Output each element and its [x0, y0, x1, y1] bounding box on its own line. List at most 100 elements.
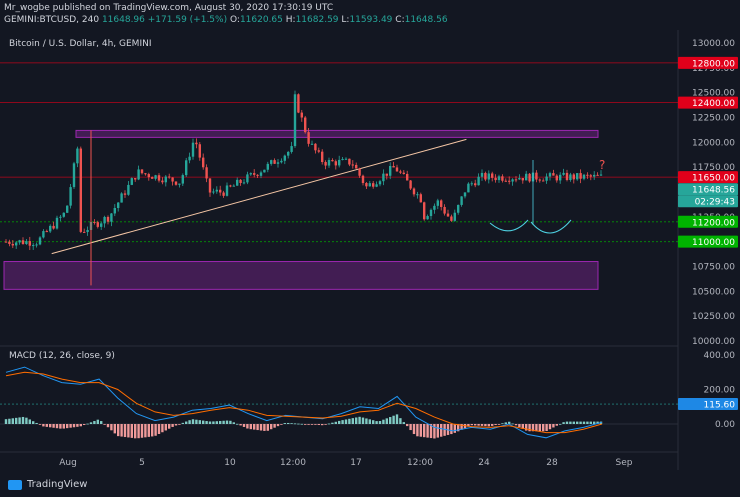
candle-body	[287, 151, 290, 156]
macd-histogram-bar	[555, 424, 558, 426]
macd-histogram-bar	[290, 423, 293, 424]
macd-histogram-bar	[123, 424, 127, 438]
macd-histogram-bar	[25, 417, 28, 424]
macd-histogram-bar	[484, 424, 487, 427]
candle-body	[514, 179, 518, 181]
publisher-line: Mr_wogbe published on TradingView.com, A…	[4, 3, 334, 13]
candle-body	[348, 158, 351, 165]
macd-histogram-bar	[531, 424, 535, 432]
candle-body	[147, 174, 150, 178]
candle-body	[368, 183, 371, 187]
macd-histogram-bar	[436, 424, 439, 438]
macd-histogram-bar	[395, 414, 399, 424]
candle-body	[297, 94, 300, 113]
candle-body	[436, 200, 439, 206]
candle-body	[242, 182, 246, 184]
macd-histogram-bar	[100, 421, 103, 424]
macd-histogram-bar	[195, 419, 198, 424]
candle-body	[599, 174, 603, 176]
resistance-tag-bg	[678, 171, 738, 184]
time-axis-tick: 12:00	[280, 458, 306, 468]
macd-histogram-bar	[341, 420, 344, 424]
macd-histogram-bar	[205, 421, 208, 424]
macd-histogram-bar	[11, 418, 14, 424]
price-axis-tick: 13000.00	[692, 39, 735, 49]
macd-histogram-bar	[38, 424, 42, 425]
macd-histogram-bar	[239, 424, 242, 426]
candle-body	[106, 216, 110, 222]
macd-axis-tick: 200.00	[704, 386, 736, 396]
candle-body	[113, 208, 116, 214]
candle-body	[365, 183, 368, 187]
macd-histogram-bar	[89, 422, 93, 424]
resistance-tag: 12400.00	[692, 99, 735, 109]
candle-body	[45, 231, 48, 233]
candle-body	[93, 221, 96, 223]
candle-body	[406, 173, 409, 181]
macd-histogram-bar	[157, 424, 161, 435]
candle-body	[25, 241, 28, 245]
macd-histogram-bar	[310, 424, 314, 425]
candle-body	[178, 183, 181, 185]
macd-histogram-bar	[317, 424, 320, 425]
candle-body	[378, 181, 382, 185]
candle-body	[361, 175, 365, 184]
macd-histogram-bar	[171, 424, 174, 427]
macd-histogram-bar	[140, 424, 144, 438]
candle-body	[83, 231, 86, 233]
supply-demand-zone	[3, 261, 599, 290]
countdown-tag: 02:29:43	[695, 198, 735, 208]
candle-body	[562, 172, 565, 175]
macd-histogram-bar	[593, 421, 596, 424]
candle-body	[501, 176, 504, 181]
candle-body	[249, 173, 252, 175]
candle-body	[256, 174, 259, 176]
candle-body	[440, 200, 443, 207]
macd-histogram-bar	[18, 417, 21, 424]
macd-histogram-bar	[4, 419, 8, 424]
macd-histogram-bar	[263, 424, 266, 431]
candle-body	[185, 160, 188, 176]
candle-body	[164, 176, 167, 183]
candle-body	[11, 243, 14, 246]
support-tag: 11200.00	[692, 218, 735, 228]
macd-histogram-bar	[76, 424, 79, 427]
candle-body	[52, 225, 55, 229]
macd-histogram-bar	[508, 421, 511, 424]
macd-histogram-bar	[42, 424, 45, 427]
macd-histogram-bar	[45, 424, 48, 427]
macd-histogram-bar	[348, 418, 351, 424]
macd-histogram-bar	[300, 423, 303, 425]
support-tag-bg	[678, 215, 738, 228]
candle-body	[382, 173, 385, 182]
macd-histogram-bar	[161, 424, 164, 433]
candle-body	[572, 174, 575, 180]
time-axis-tick: 17	[350, 458, 361, 468]
current-price-tag: 11648.56	[692, 186, 735, 196]
price-axis-tick: 10000.00	[692, 337, 735, 347]
candle-body	[511, 179, 514, 182]
macd-histogram-bar	[579, 421, 582, 424]
macd-histogram-bar	[569, 421, 572, 424]
macd-histogram-bar	[361, 417, 365, 424]
macd-histogram-bar	[297, 423, 300, 425]
macd-histogram-bar	[59, 424, 62, 429]
candle-body	[222, 192, 225, 196]
macd-histogram-bar	[338, 420, 341, 424]
candle-body	[433, 205, 436, 210]
candle-body	[212, 191, 215, 193]
symbol-label: GEMINI:BTCUSD, 240	[4, 15, 100, 25]
macd-histogram-bar	[535, 424, 538, 432]
macd-histogram-bar	[412, 424, 416, 435]
macd-histogram-bar	[429, 424, 433, 439]
macd-histogram-bar	[79, 424, 82, 427]
price-axis-tick: 10250.00	[692, 312, 735, 322]
resistance-tag-bg	[678, 96, 738, 109]
macd-histogram-bar	[69, 424, 72, 428]
macd-histogram-bar	[96, 419, 99, 424]
candle-body	[32, 245, 35, 247]
candle-body	[338, 159, 341, 166]
candle-body	[266, 163, 269, 170]
macd-histogram-bar	[106, 424, 110, 428]
